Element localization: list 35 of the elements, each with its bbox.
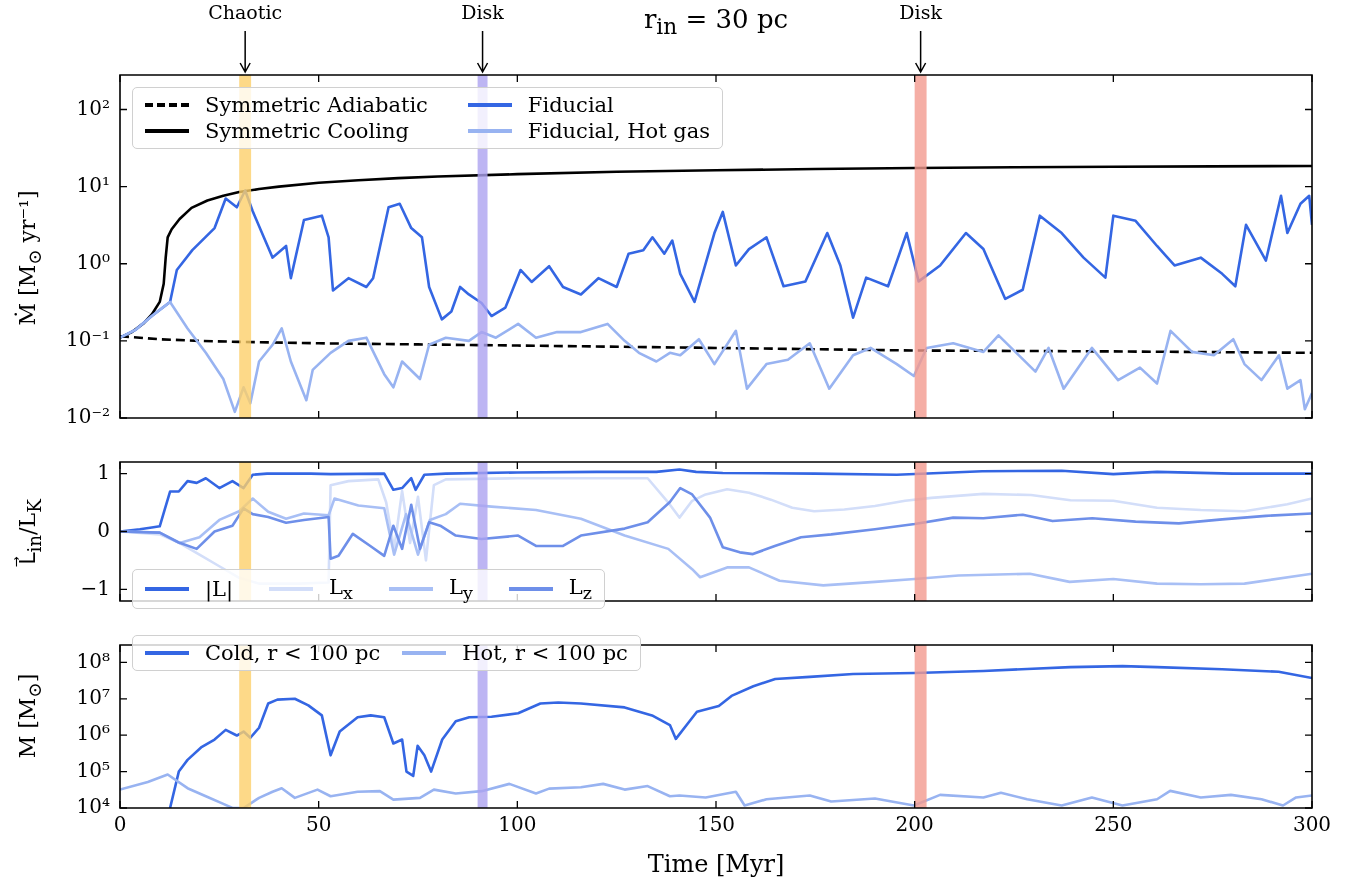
y-tick-label: −1	[80, 575, 110, 600]
x-tick-label: 100	[498, 812, 537, 837]
x-tick-label: 150	[696, 812, 736, 837]
y-tick-label: 10⁵	[76, 757, 110, 782]
legend-label: L$_{x}$	[329, 574, 353, 603]
y-tick-label: 10⁰	[76, 249, 110, 274]
band-label: Disk	[461, 1, 505, 24]
y-tick-label: 10⁸	[76, 648, 110, 673]
legend-label: |L|	[205, 576, 234, 601]
x-tick-label: 50	[305, 812, 332, 837]
y-tick-label: 10⁶	[76, 721, 110, 746]
y-tick-label: 10⁴	[76, 794, 110, 819]
legend-label: L$_{z}$	[568, 574, 592, 603]
x-axis-title: Time [Myr]	[647, 849, 785, 878]
legend-label: Fiducial	[527, 93, 614, 117]
y-tick-label: 1	[97, 459, 110, 484]
y-tick-label: 10⁻²	[65, 404, 110, 429]
y-tick-label: 0	[97, 517, 110, 542]
band-label: Chaotic	[208, 1, 283, 24]
x-tick-label: 0	[113, 812, 127, 837]
legend-label: Symmetric Adiabatic	[205, 93, 428, 117]
band-label: Disk	[899, 1, 943, 24]
legend-label: Cold, r < 100 pc	[205, 641, 381, 665]
x-tick-label: 300	[1292, 812, 1332, 837]
y-tick-label: 10⁷	[76, 684, 110, 709]
chart-title: r$_{in}$ = 30 pc	[643, 4, 789, 40]
legend-label: Symmetric Cooling	[205, 119, 409, 143]
legend-label: Fiducial, Hot gas	[527, 119, 710, 143]
x-tick-label: 250	[1094, 812, 1133, 837]
y-tick-label: 10¹	[76, 172, 110, 197]
legend-label: Hot, r < 100 pc	[462, 641, 628, 665]
x-tick-label: 200	[895, 812, 934, 837]
legend-label: L$_{y}$	[448, 574, 473, 603]
y-tick-label: 10²	[76, 95, 110, 120]
y-tick-label: 10⁻¹	[65, 327, 110, 352]
